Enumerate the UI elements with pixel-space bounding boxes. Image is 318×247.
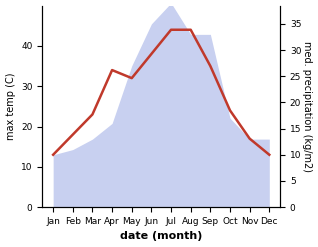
Y-axis label: max temp (C): max temp (C): [5, 73, 16, 140]
X-axis label: date (month): date (month): [120, 231, 203, 242]
Y-axis label: med. precipitation (kg/m2): med. precipitation (kg/m2): [302, 41, 313, 172]
